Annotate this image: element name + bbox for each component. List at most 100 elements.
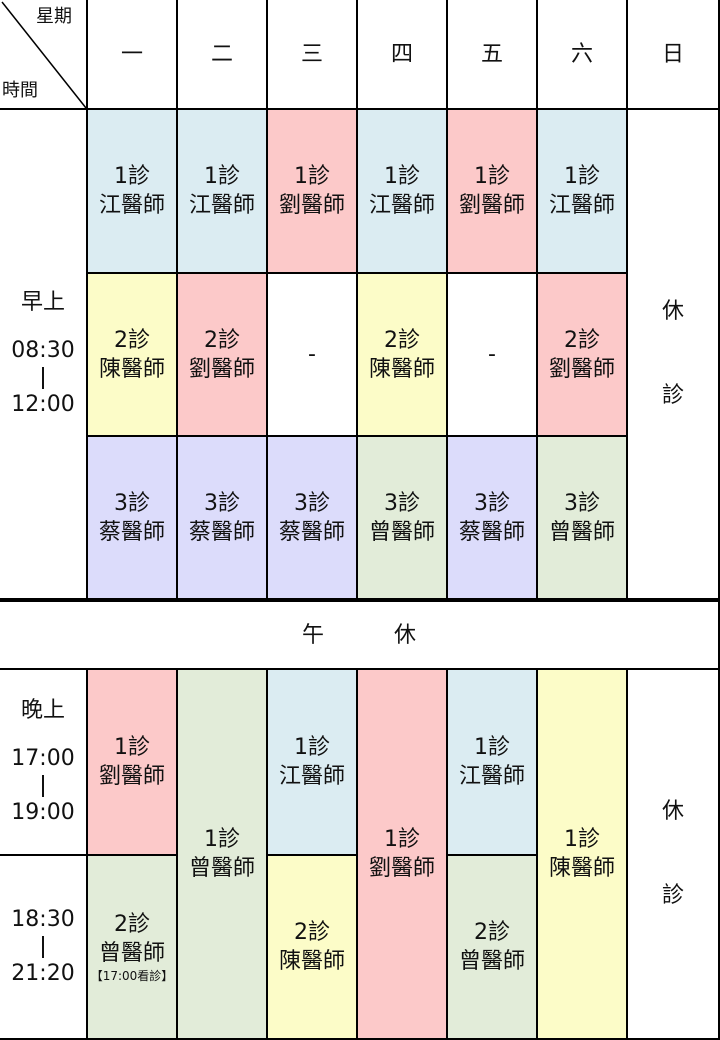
doctor-name: 劉醫師 xyxy=(368,856,435,881)
morning-sat-room2: 2診 劉醫師 xyxy=(538,274,628,437)
lunch-break-row: 午 休 xyxy=(0,600,720,670)
doctor-name: 曾醫師 xyxy=(368,519,435,545)
morning-sunday-closed: 休 診 xyxy=(628,110,720,600)
room-label: 1診 xyxy=(384,164,420,189)
doctor-name: 江醫師 xyxy=(368,193,435,218)
morning-thu-room1: 1診江醫師 xyxy=(358,110,448,274)
doctor-name: 劉醫師 xyxy=(548,356,615,382)
morning-wed-room1: 1診 劉醫師 xyxy=(268,110,358,274)
morning-tue-room1: 1診 江醫師 xyxy=(178,110,268,274)
doctor-name: 曾醫師 xyxy=(98,941,165,966)
room-label: 3診 xyxy=(564,490,600,516)
day-header-sat: 六 xyxy=(538,0,628,110)
time-range-bar xyxy=(42,775,44,797)
room-label: 1診 xyxy=(114,735,150,760)
morning-end-time: 12:00 xyxy=(11,392,75,417)
room-label: 1診 xyxy=(204,164,240,189)
table-corner: 星期 時間 xyxy=(0,0,88,110)
morning-sat-room3: 3診 曾醫師 xyxy=(538,437,628,600)
room-label: 3診 xyxy=(474,490,510,516)
room-label: 1診 xyxy=(474,735,510,760)
closed-char: 休 xyxy=(661,799,684,824)
doctor-name: 江醫師 xyxy=(548,193,615,218)
morning-fri-room2-empty: - xyxy=(448,274,538,437)
doctor-name: 劉醫師 xyxy=(98,764,165,789)
evening-fri-room1: 1診江醫師 xyxy=(448,670,538,856)
room-label: 1診 xyxy=(564,164,600,189)
morning-fri-room1: 1診劉醫師 xyxy=(448,110,538,274)
closed-char: 診 xyxy=(661,383,684,408)
room-label: 2診 xyxy=(114,327,150,353)
empty-dash: - xyxy=(308,342,316,367)
doctor-name: 曾醫師 xyxy=(458,949,525,974)
day-label: 二 xyxy=(210,41,233,67)
morning-mon-room2: 2診陳醫師 xyxy=(88,274,178,437)
evening-mon-room2: 2診曾醫師【17:00看診】 xyxy=(88,856,178,1040)
day-label: 四 xyxy=(390,41,413,67)
time-range-bar xyxy=(42,367,44,389)
evening-slot2-start: 18:30 xyxy=(11,907,75,932)
morning-tue-room3: 3診蔡醫師 xyxy=(178,437,268,600)
evening-mon-room1: 1診劉醫師 xyxy=(88,670,178,856)
doctor-name: 陳醫師 xyxy=(98,356,165,382)
corner-diagonal xyxy=(1,1,87,109)
day-label: 三 xyxy=(300,41,323,67)
doctor-name: 蔡醫師 xyxy=(278,519,345,545)
doctor-name: 蔡醫師 xyxy=(188,519,255,545)
evening-wed-room1: 1診江醫師 xyxy=(268,670,358,856)
doctor-name: 江醫師 xyxy=(98,193,165,218)
day-label: 五 xyxy=(480,41,503,67)
closed-char: 診 xyxy=(661,883,684,908)
room-label: 3診 xyxy=(114,490,150,516)
room-label: 3診 xyxy=(294,490,330,516)
evening-fri-room2: 2診 曾醫師 xyxy=(448,856,538,1040)
evening-wed-room2: 2診 陳醫師 xyxy=(268,856,358,1040)
day-header-sun: 日 xyxy=(628,0,720,110)
room-label: 1診 xyxy=(564,827,600,852)
morning-start-time: 08:30 xyxy=(11,338,75,363)
morning-wed-room2-empty: - xyxy=(268,274,358,437)
morning-tue-room2: 2診 劉醫師 xyxy=(178,274,268,437)
room-label: 2診 xyxy=(114,912,150,937)
evening-sunday-closed: 休 診 xyxy=(628,670,720,1040)
doctor-name: 劉醫師 xyxy=(188,356,255,382)
doctor-name: 蔡醫師 xyxy=(458,519,525,545)
evening-slot2-end: 21:20 xyxy=(11,961,75,986)
closed-char: 休 xyxy=(661,299,684,324)
corner-weekday-label: 星期 xyxy=(36,6,72,27)
morning-wed-room3: 3診蔡醫師 xyxy=(268,437,358,600)
room-label: 1診 xyxy=(114,164,150,189)
time-range-bar xyxy=(42,936,44,958)
room-label: 1診 xyxy=(384,827,420,852)
day-header-mon: 一 xyxy=(88,0,178,110)
doctor-name: 江醫師 xyxy=(278,764,345,789)
room-label: 3診 xyxy=(204,490,240,516)
morning-time-cell: 早上 08:30 12:00 xyxy=(0,110,88,600)
day-header-wed: 三 xyxy=(268,0,358,110)
doctor-name: 陳醫師 xyxy=(278,949,345,974)
evening-slot1-time-cell: 晚上 17:00 19:00 xyxy=(0,670,88,856)
morning-label: 早上 xyxy=(20,290,65,315)
doctor-name: 劉醫師 xyxy=(458,193,525,218)
evening-slot1-start: 17:00 xyxy=(11,746,75,771)
room-label: 1診 xyxy=(294,735,330,760)
evening-tue-room1: 1診 曾醫師 xyxy=(178,670,268,1040)
room-label: 3診 xyxy=(384,490,420,516)
morning-thu-room2: 2診 陳醫師 xyxy=(358,274,448,437)
morning-thu-room3: 3診曾醫師 xyxy=(358,437,448,600)
corner-time-label: 時間 xyxy=(2,80,38,101)
evening-label: 晚上 xyxy=(20,698,65,723)
morning-mon-room3: 3診蔡醫師 xyxy=(88,437,178,600)
doctor-name: 陳醫師 xyxy=(548,856,615,881)
morning-fri-room3: 3診蔡醫師 xyxy=(448,437,538,600)
doctor-name: 曾醫師 xyxy=(188,856,255,881)
day-header-thu: 四 xyxy=(358,0,448,110)
day-label: 日 xyxy=(661,41,684,67)
room-label: 1診 xyxy=(294,164,330,189)
start-time-note: 【17:00看診】 xyxy=(90,969,174,983)
doctor-name: 蔡醫師 xyxy=(98,519,165,545)
doctor-name: 江醫師 xyxy=(458,764,525,789)
room-label: 2診 xyxy=(384,327,420,353)
room-label: 1診 xyxy=(474,164,510,189)
